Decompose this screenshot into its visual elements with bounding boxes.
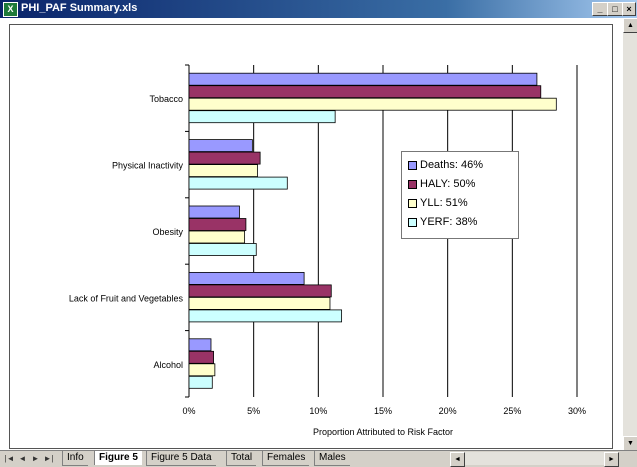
first-sheet-button[interactable]: |◄: [4, 454, 15, 463]
category-label: Lack of Fruit and Vegetables: [69, 293, 184, 303]
vertical-scrollbar[interactable]: ▲ ▼: [623, 18, 637, 451]
x-tick-label: 10%: [309, 406, 327, 416]
next-sheet-button[interactable]: ►: [31, 454, 40, 463]
x-tick-label: 0%: [182, 406, 195, 416]
x-axis-label: Proportion Attributed to Risk Factor: [313, 427, 453, 437]
category-label: Physical Inactivity: [112, 161, 184, 171]
category-label: Obesity: [152, 227, 183, 237]
x-tick-label: 5%: [247, 406, 260, 416]
x-tick-label: 30%: [568, 406, 586, 416]
category-label: Alcohol: [153, 360, 183, 370]
bar: [188, 164, 258, 178]
bar: [188, 375, 213, 389]
legend-item-yll: YLL: 51%: [408, 194, 512, 213]
bar: [188, 296, 331, 310]
tab-females[interactable]: Females: [262, 451, 310, 466]
bar-chart: 0% 5% 10% 15% 20% 25% 30% Tobacco Physical Inact…: [69, 64, 586, 437]
legend-swatch: [408, 160, 417, 170]
scroll-up-button[interactable]: ▲: [623, 18, 637, 33]
bar: [188, 139, 253, 152]
bar: [188, 230, 246, 244]
bar: [188, 218, 247, 231]
bar: [188, 85, 542, 99]
bar: [188, 363, 216, 377]
x-tick-label: 15%: [374, 406, 392, 416]
bar: [188, 110, 336, 124]
legend-item-haly: HALY: 50%: [408, 175, 512, 194]
legend-label: Deaths: 46%: [420, 159, 483, 171]
bar: [188, 309, 343, 323]
bar: [188, 338, 212, 352]
bar: [188, 176, 288, 190]
bar: [188, 72, 538, 86]
bar: [188, 205, 240, 219]
horizontal-scrollbar[interactable]: ◄ ►: [450, 452, 619, 467]
chart-area[interactable]: 0% 5% 10% 15% 20% 25% 30% Tobacco Physical Inact…: [9, 24, 613, 449]
legend-item-yerf: YERF: 38%: [408, 213, 512, 232]
scroll-down-button[interactable]: ▼: [623, 436, 637, 451]
bar: [188, 271, 305, 285]
tab-figure-5-data[interactable]: Figure 5 Data: [146, 451, 216, 466]
prev-sheet-button[interactable]: ◄: [18, 454, 27, 463]
tab-figure-5[interactable]: Figure 5: [94, 451, 142, 465]
window-title: PHI_PAF Summary.xls: [21, 2, 138, 14]
tab-total[interactable]: Total: [226, 451, 257, 466]
legend-label: YERF: 38%: [420, 216, 478, 228]
last-sheet-button[interactable]: ►|: [43, 454, 54, 463]
chart-legend[interactable]: Deaths: 46% HALY: 50% YLL: 51% YERF: 38%: [401, 151, 519, 239]
scroll-left-button[interactable]: ◄: [450, 452, 465, 467]
bar: [188, 284, 332, 298]
legend-swatch: [408, 198, 417, 208]
legend-label: HALY: 50%: [420, 178, 476, 190]
title-bar: X PHI_PAF Summary.xls _ □ ×: [0, 0, 637, 18]
excel-icon: X: [3, 2, 18, 17]
bar: [188, 350, 214, 364]
close-button[interactable]: ×: [622, 2, 636, 16]
x-tick-label: 20%: [439, 406, 457, 416]
minimize-button[interactable]: _: [592, 2, 608, 16]
legend-swatch: [408, 217, 417, 227]
maximize-button[interactable]: □: [607, 2, 623, 16]
x-tick-label: 25%: [503, 406, 521, 416]
legend-label: YLL: 51%: [420, 197, 468, 209]
sheet-tab-bar: |◄ ◄ ► ►| Info Figure 5 Figure 5 Data To…: [0, 450, 637, 467]
legend-item-deaths: Deaths: 46%: [408, 156, 512, 175]
bar: [188, 243, 257, 256]
bar: [188, 151, 261, 165]
legend-swatch: [408, 179, 417, 189]
category-label: Tobacco: [149, 94, 183, 104]
tab-info[interactable]: Info: [62, 451, 88, 466]
tab-males[interactable]: Males: [314, 451, 350, 466]
bar: [188, 97, 557, 111]
